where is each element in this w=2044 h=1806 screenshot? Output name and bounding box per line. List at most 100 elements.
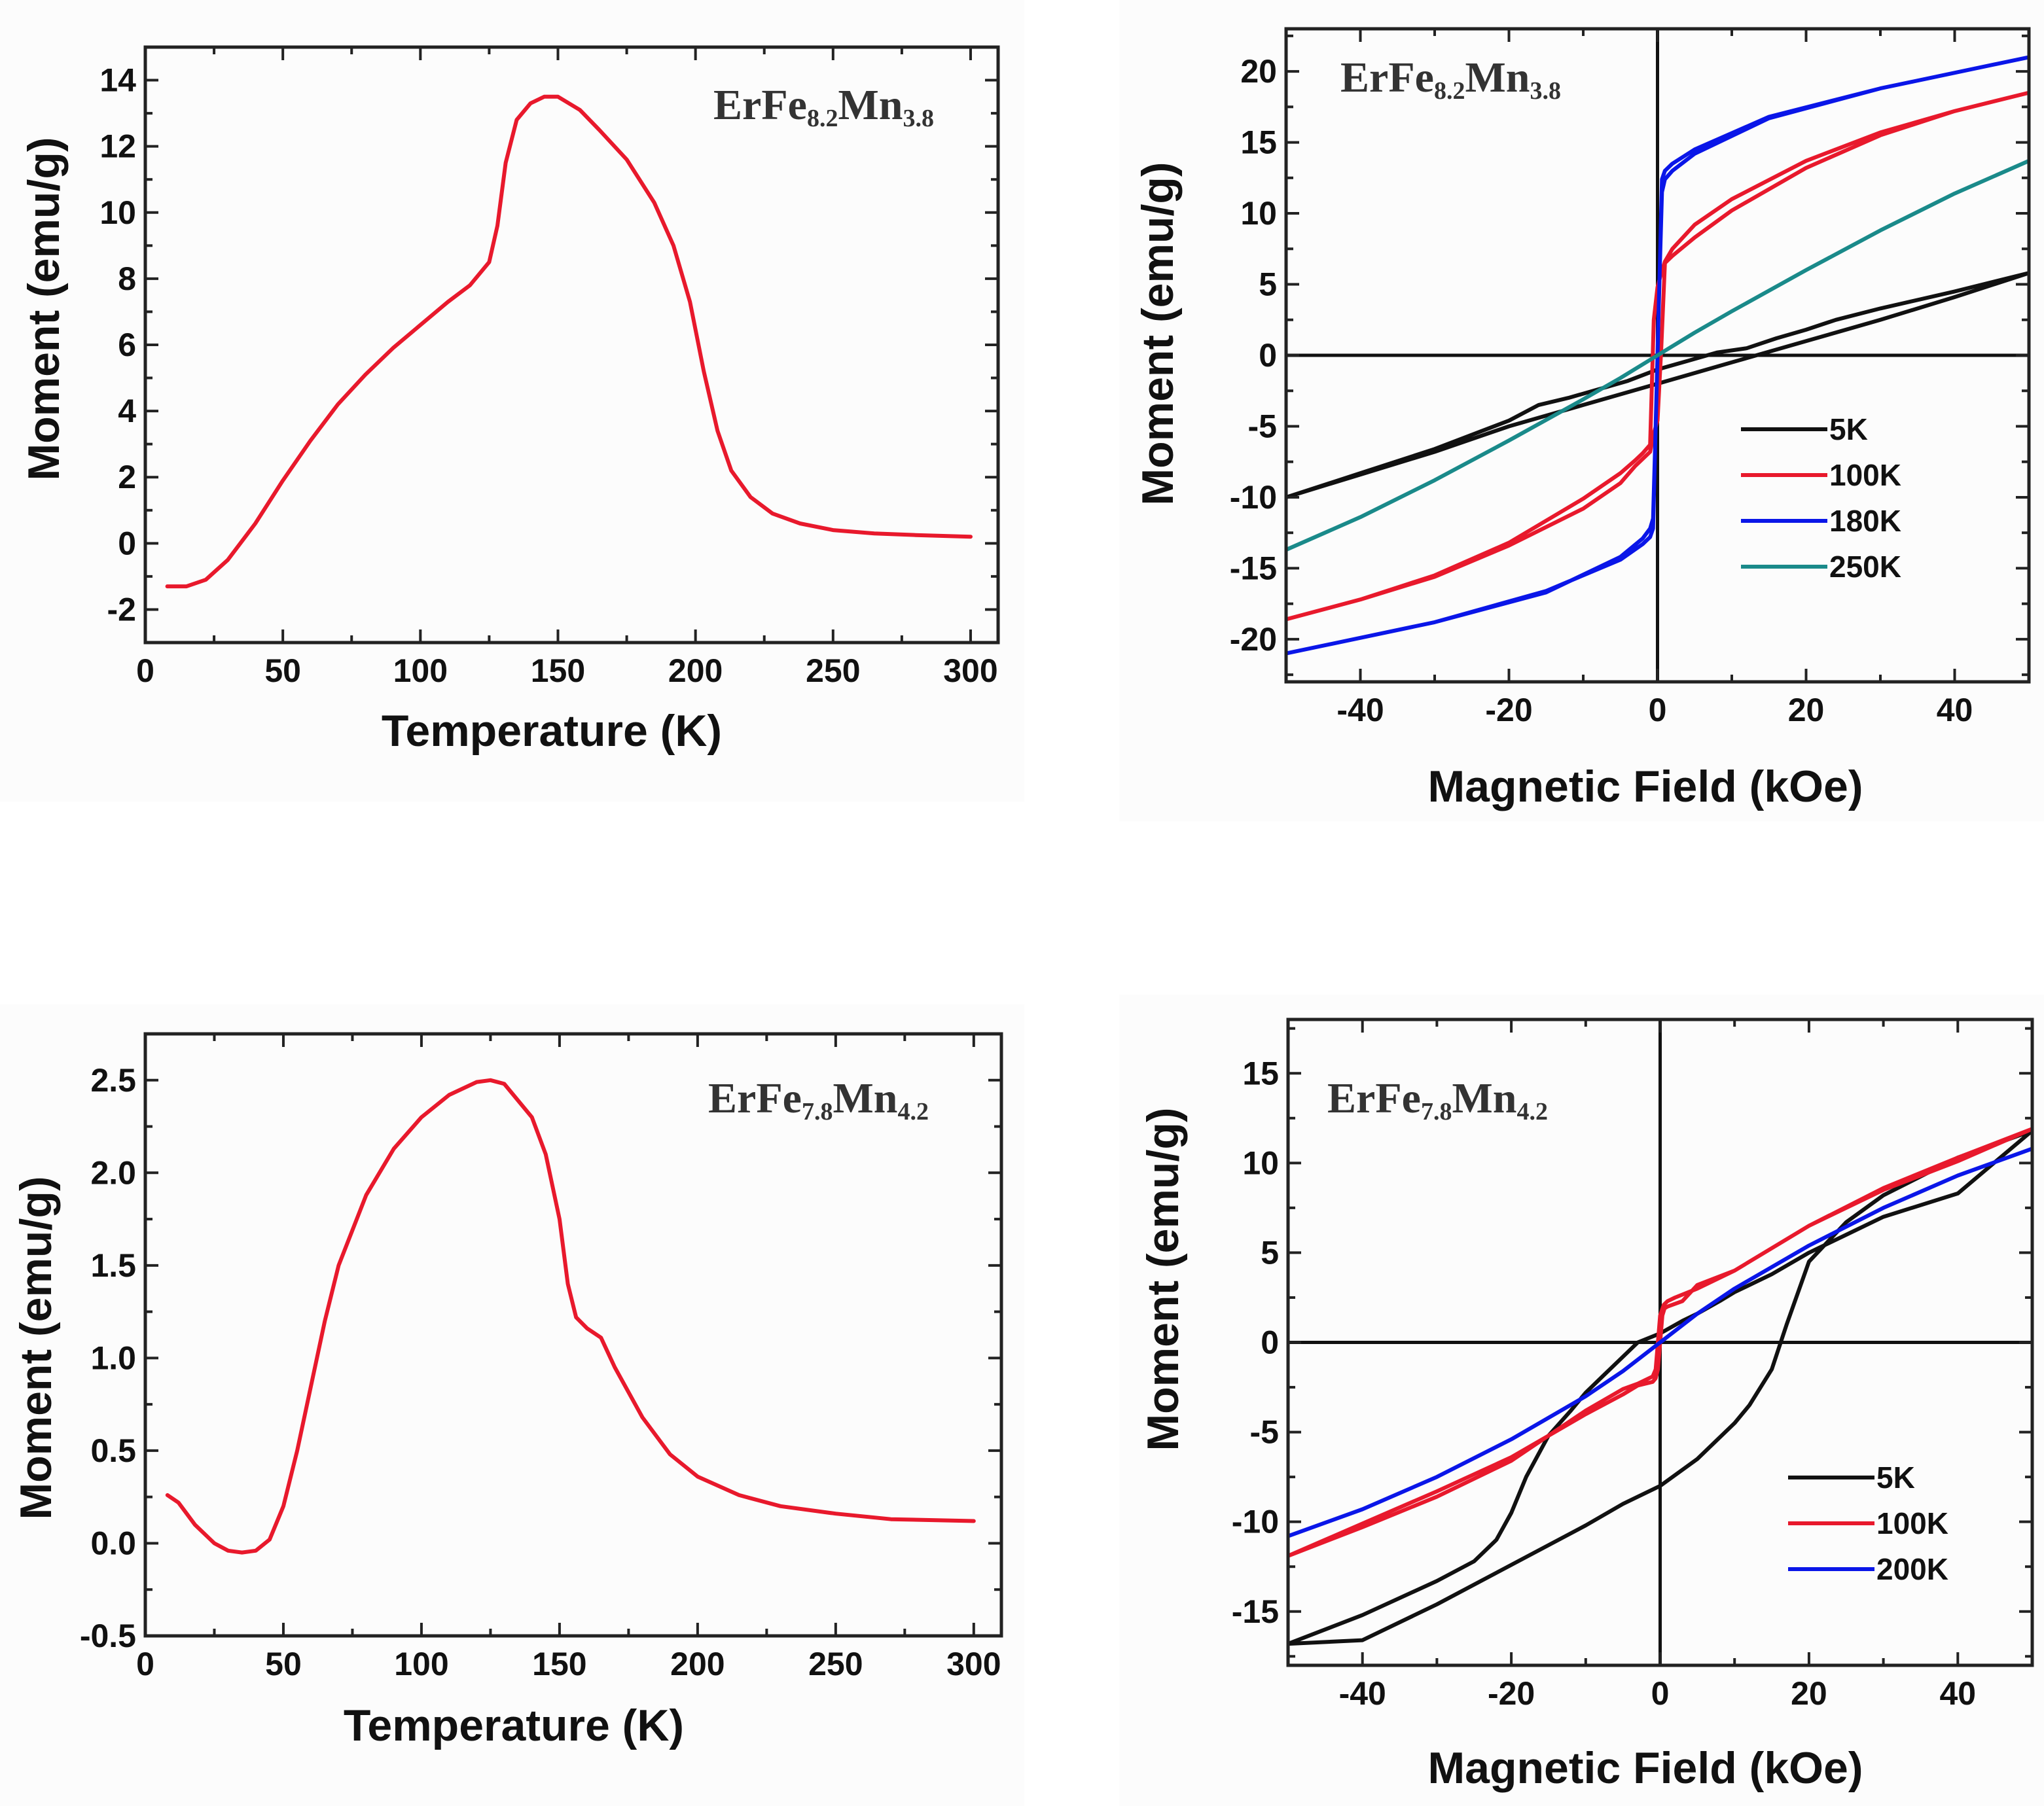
y-tick-label: 5 [1261, 1234, 1279, 1271]
x-tick-label: -20 [1485, 692, 1532, 728]
series-line-5k [1288, 1129, 2032, 1646]
y-tick-label: 6 [118, 327, 136, 363]
y-tick-label: 15 [1242, 1055, 1279, 1091]
x-tick-label: 100 [394, 1646, 448, 1682]
x-tick-label: -40 [1336, 692, 1384, 728]
y-axis-label: Moment (emu/g) [11, 1176, 61, 1519]
composition-label: ErFe8.2Mn3.8 [1340, 54, 1561, 105]
y-tick-label: 0 [1259, 337, 1277, 374]
composition-sub1: 8.2 [807, 105, 838, 132]
x-axis-label: Magnetic Field (kOe) [1428, 762, 1863, 811]
legend-label-100k: 100K [1829, 458, 1901, 492]
x-tick-label: 50 [265, 1646, 302, 1682]
x-tick-label: 20 [1791, 1675, 1827, 1712]
y-axis-label: Moment (emu/g) [1133, 162, 1183, 505]
y-axis-label: Moment (emu/g) [1138, 1107, 1188, 1451]
y-tick-label: -0.5 [80, 1618, 136, 1654]
y-axis-label: Moment (emu/g) [19, 137, 69, 480]
series-line-100k [1288, 1127, 2032, 1558]
x-tick-label: 40 [1937, 692, 1973, 728]
x-tick-label: 250 [806, 652, 860, 689]
x-axis-label: Temperature (K) [344, 1701, 684, 1750]
y-tick-label: 1.5 [90, 1247, 136, 1284]
x-tick-label: 150 [532, 1646, 586, 1682]
chart-b: -40 -20 0 20 40 -20 -15 -10 -5 0 5 10 15 20 Magnetic F… [1133, 27, 2031, 811]
y-tick-label: 2 [118, 459, 136, 495]
y-tick-label: 0.0 [90, 1525, 136, 1561]
y-tick-label: -20 [1230, 621, 1277, 658]
x-tick-label: 300 [943, 652, 997, 689]
y-tick-label: -10 [1230, 479, 1277, 516]
composition-sub2: 4.2 [897, 1098, 929, 1125]
x-tick-label: 0 [1651, 1675, 1670, 1712]
y-tick-label: 1.0 [90, 1339, 136, 1376]
legend-label-5k: 5K [1876, 1461, 1915, 1495]
composition-base: ErFe [708, 1074, 802, 1122]
y-tick-label: 14 [99, 62, 136, 99]
composition-mid: Mn [833, 1074, 897, 1122]
y-tick-label: 15 [1240, 124, 1277, 161]
composition-sub2: 3.8 [1530, 77, 1561, 105]
x-tick-label: 150 [531, 652, 585, 689]
x-tick-label: 0 [136, 652, 154, 689]
composition-mid: Mn [1465, 54, 1530, 101]
x-tick-label: 0 [136, 1646, 154, 1682]
y-tick-label: 0 [118, 525, 136, 561]
composition-label: ErFe8.2Mn3.8 [713, 81, 934, 132]
x-tick-label: 0 [1649, 692, 1667, 728]
series-group [165, 1078, 976, 1555]
legend-label-200k: 200K [1876, 1552, 1948, 1586]
x-tick-label: 20 [1788, 692, 1825, 728]
series-line-200k [1288, 1146, 2032, 1538]
chart-d: -40 -20 0 20 40 -15 -10 -5 0 5 10 15 Magnetic Field … [1138, 1018, 2034, 1793]
x-axis-label: Temperature (K) [382, 706, 722, 756]
x-tick-label: 50 [264, 652, 301, 689]
y-tick-label: 4 [118, 393, 136, 429]
legend-label-100k: 100K [1876, 1506, 1948, 1540]
plot-frame [143, 1032, 1003, 1638]
x-axis-label: Magnetic Field (kOe) [1428, 1743, 1863, 1793]
y-tick-label: -10 [1232, 1504, 1279, 1540]
y-tick-label: -15 [1230, 550, 1277, 586]
y-tick-label: 12 [99, 128, 136, 165]
y-tick-label: 0.5 [90, 1432, 136, 1469]
series-group [1288, 1127, 2032, 1646]
composition-mid: Mn [838, 81, 903, 129]
y-tick-label: -5 [1248, 408, 1277, 444]
y-tick-label: 8 [118, 260, 136, 297]
series-line-250k [1286, 158, 2029, 552]
x-tick-label: -20 [1488, 1675, 1535, 1712]
composition-base: ErFe [1340, 54, 1434, 101]
composition-base: ErFe [1327, 1074, 1421, 1122]
legend-label-250k: 250K [1829, 550, 1901, 584]
composition-sub1: 7.8 [802, 1098, 833, 1125]
x-tick-label: 40 [1939, 1675, 1976, 1712]
y-tick-label: -2 [107, 591, 136, 628]
legend-label-180k: 180K [1829, 504, 1901, 538]
x-tick-label: 100 [393, 652, 448, 689]
composition-sub2: 3.8 [903, 105, 934, 132]
composition-sub1: 8.2 [1434, 77, 1465, 105]
y-tick-label: 0 [1261, 1324, 1279, 1361]
chart-a: 0 50 100 150 200 250 300-202468101214Temperatu… [19, 45, 1000, 756]
series-group [1286, 55, 2029, 656]
chart-c: 0 50 100 150 200 250 300 -0.5 0.0 0.5 1.0 1.5 2.0 2.5… [11, 1032, 1003, 1750]
y-tick-label: 2.0 [90, 1154, 136, 1191]
panel-background-c [0, 1004, 1024, 1806]
series-line-180k [1286, 55, 2029, 656]
x-tick-label: -40 [1339, 1675, 1386, 1712]
x-tick-label: 250 [808, 1646, 863, 1682]
y-tick-label: 20 [1240, 53, 1277, 90]
composition-sub1: 7.8 [1421, 1098, 1452, 1125]
composition-mid: Mn [1452, 1074, 1516, 1122]
series-line-m(t) [165, 1078, 976, 1555]
y-tick-label: 2.5 [90, 1062, 136, 1099]
y-tick-label: -5 [1250, 1414, 1279, 1451]
composition-sub2: 4.2 [1516, 1098, 1548, 1125]
y-tick-label: 10 [99, 194, 136, 231]
x-tick-label: 300 [946, 1646, 1001, 1682]
series-line-5k [1286, 271, 2029, 499]
composition-label: ErFe7.8Mn4.2 [1327, 1074, 1548, 1125]
legend-label-5k: 5K [1829, 412, 1868, 446]
